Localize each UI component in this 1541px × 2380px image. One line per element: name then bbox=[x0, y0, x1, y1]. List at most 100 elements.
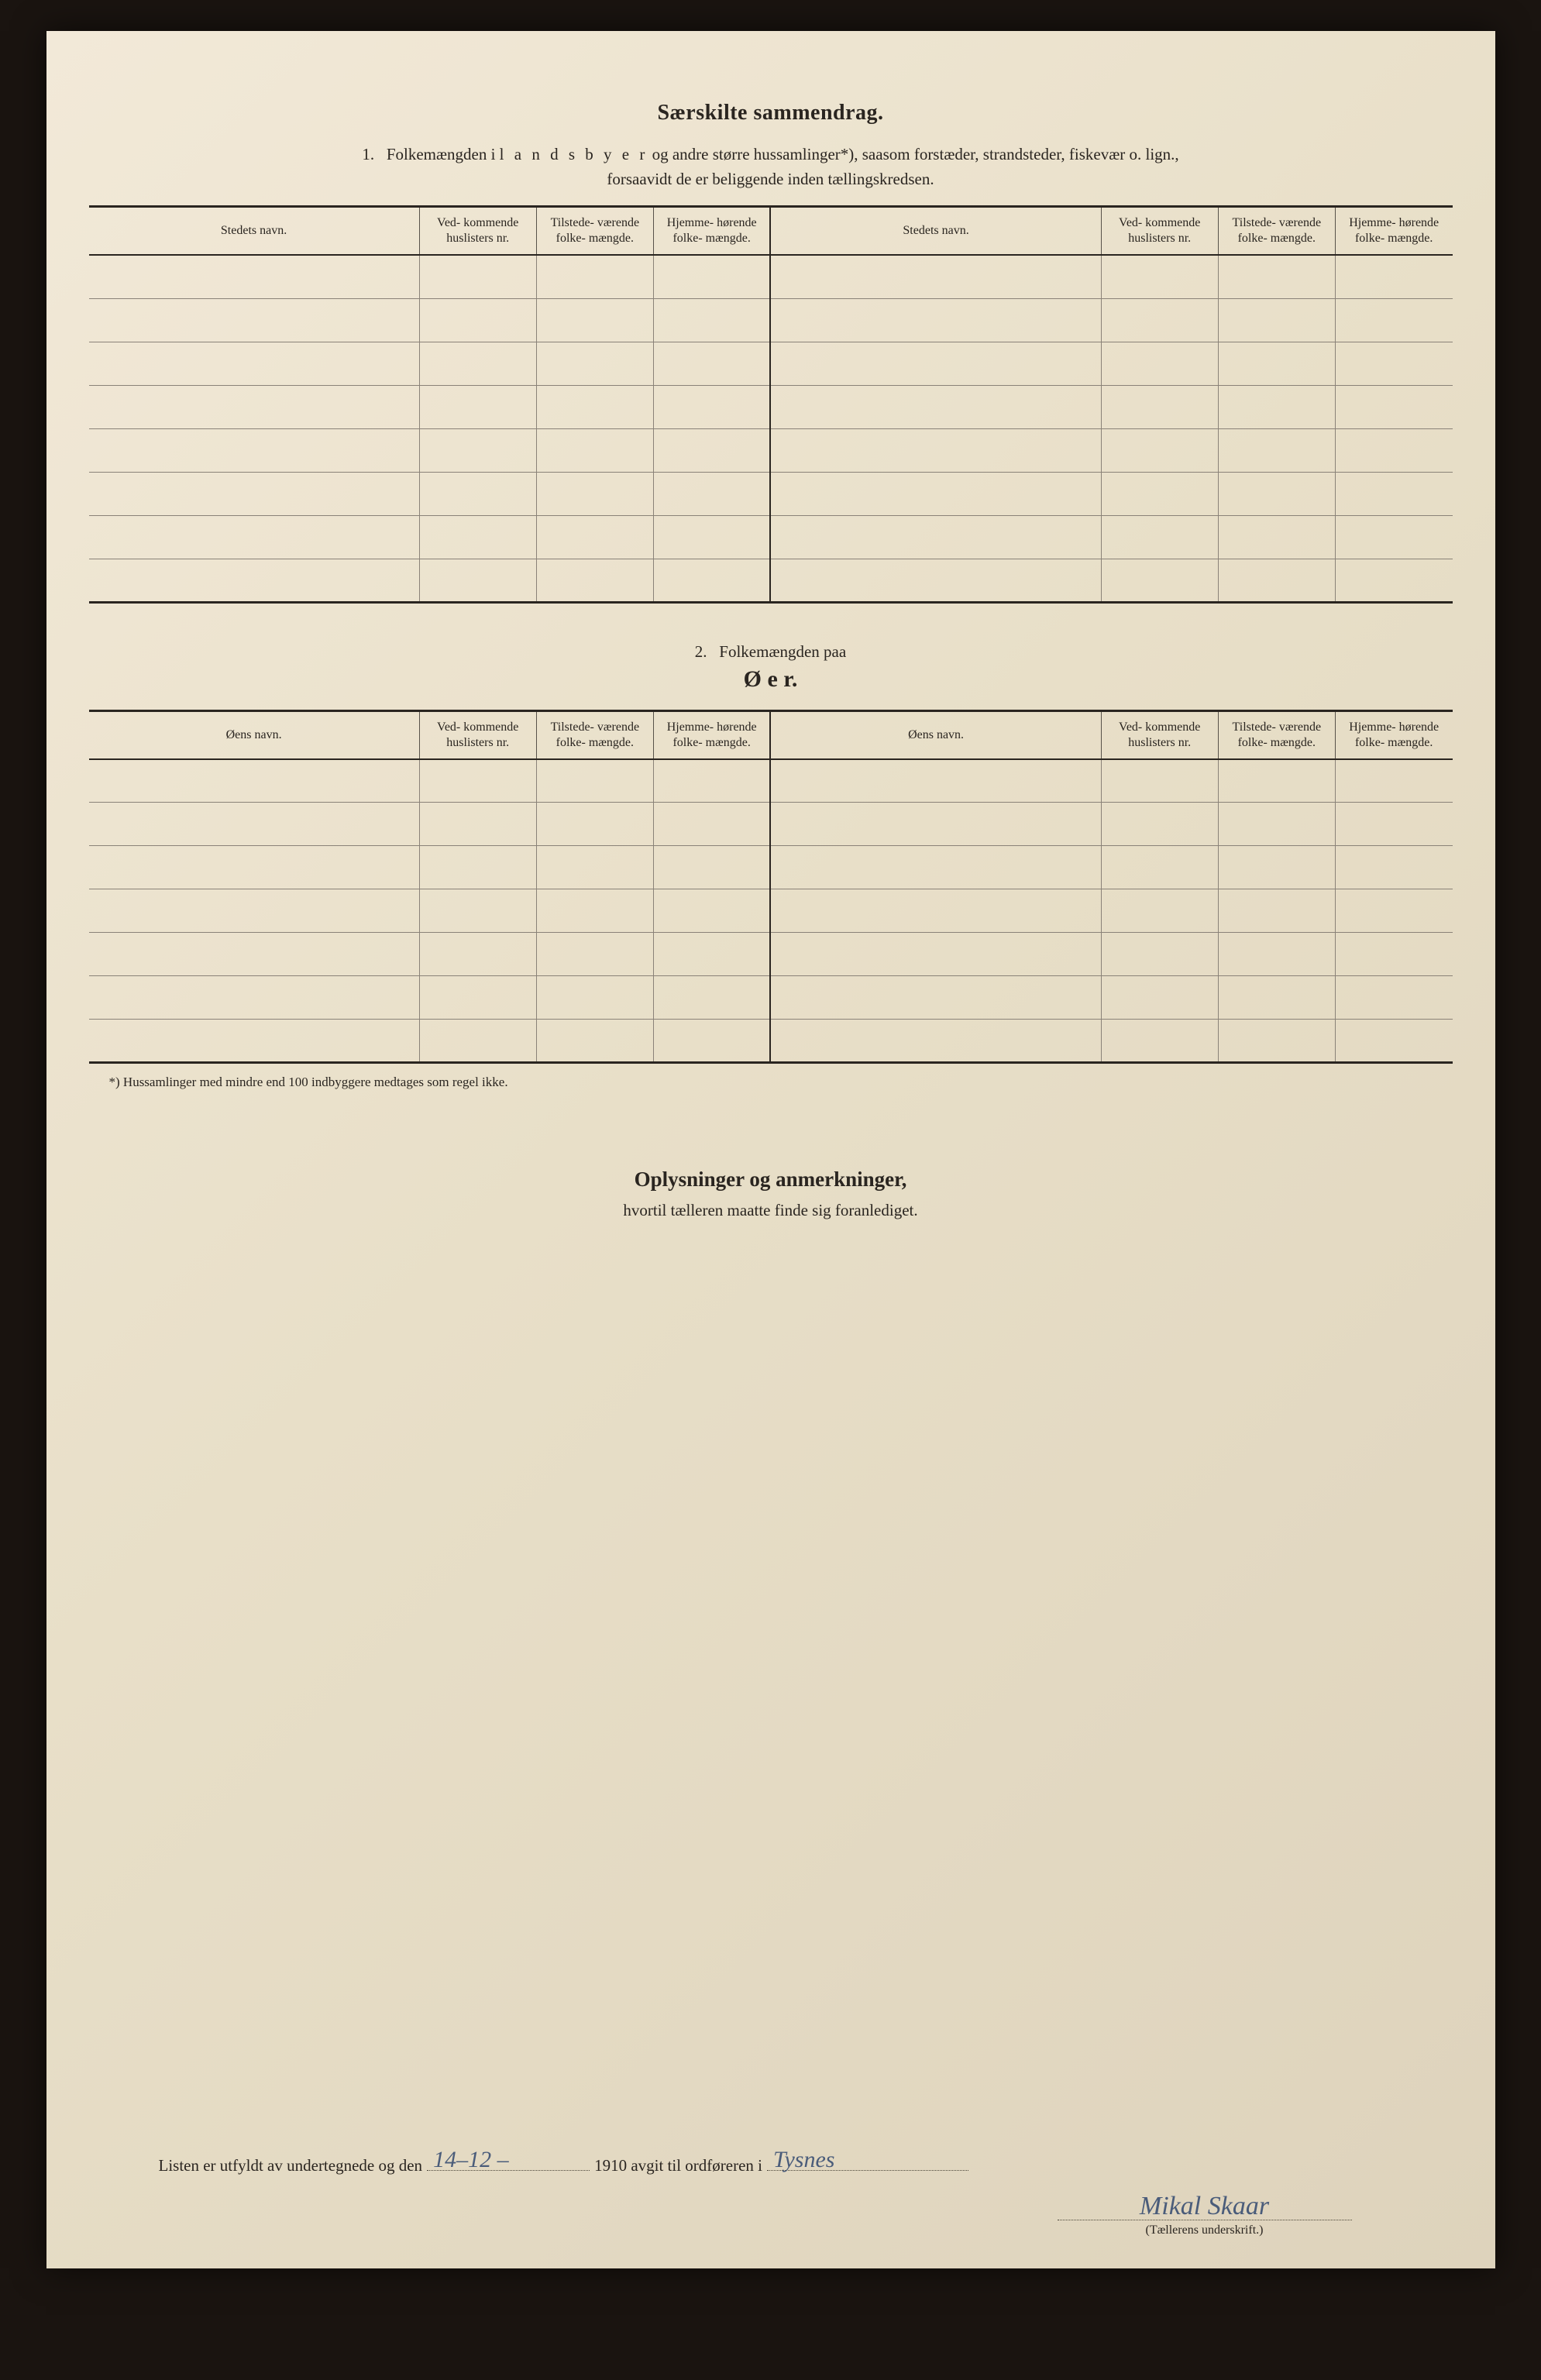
table-cell bbox=[653, 428, 770, 472]
table-cell bbox=[419, 298, 536, 342]
table-cell bbox=[536, 428, 653, 472]
table-cell bbox=[89, 976, 420, 1020]
table-cell bbox=[419, 933, 536, 976]
table-cell bbox=[653, 559, 770, 602]
table-cell bbox=[1101, 255, 1218, 298]
table-cell bbox=[536, 1020, 653, 1063]
col2-header-listnr-right: Ved- kommende huslisters nr. bbox=[1101, 710, 1218, 759]
table-cell bbox=[653, 1020, 770, 1063]
table-cell bbox=[653, 889, 770, 933]
col-header-resident-left: Hjemme- hørende folke- mængde. bbox=[653, 207, 770, 256]
col2-header-resident-right: Hjemme- hørende folke- mængde. bbox=[1335, 710, 1452, 759]
col2-header-listnr-left: Ved- kommende huslisters nr. bbox=[419, 710, 536, 759]
table-cell bbox=[89, 298, 420, 342]
table-cell bbox=[1218, 846, 1335, 889]
table-cell bbox=[1101, 515, 1218, 559]
col2-header-present-left: Tilstede- værende folke- mængde. bbox=[536, 710, 653, 759]
table-cell bbox=[770, 298, 1101, 342]
census-form-page: Særskilte sammendrag. 1. Folkemængden i … bbox=[46, 31, 1495, 2268]
table-cell bbox=[770, 803, 1101, 846]
table-cell bbox=[89, 559, 420, 602]
table-cell bbox=[1101, 846, 1218, 889]
table-cell bbox=[89, 472, 420, 515]
table-cell bbox=[1101, 889, 1218, 933]
table-cell bbox=[419, 515, 536, 559]
sig-place-field: Tysnes bbox=[767, 2153, 968, 2171]
section2-lead: 2. Folkemængden paa bbox=[89, 642, 1453, 662]
table-cell bbox=[770, 255, 1101, 298]
table-cell bbox=[1101, 559, 1218, 602]
section1-intro-spaced: l a n d s b y e r bbox=[500, 145, 648, 163]
table-cell bbox=[419, 385, 536, 428]
table-cell bbox=[419, 472, 536, 515]
table-cell bbox=[770, 428, 1101, 472]
table-cell bbox=[536, 255, 653, 298]
table-cell bbox=[1335, 1020, 1452, 1063]
table-cell bbox=[419, 846, 536, 889]
table-cell bbox=[653, 759, 770, 803]
sig-date-field: 14–12 – bbox=[427, 2153, 590, 2171]
table-cell bbox=[1335, 976, 1452, 1020]
table-cell bbox=[536, 472, 653, 515]
table-cell bbox=[770, 385, 1101, 428]
table-cell bbox=[1335, 759, 1452, 803]
section1-intro-post: og andre større hussamlinger*), saasom f… bbox=[648, 145, 1178, 163]
col-header-resident-right: Hjemme- hørende folke- mængde. bbox=[1335, 207, 1452, 256]
table-cell bbox=[1335, 428, 1452, 472]
table-cell bbox=[1101, 428, 1218, 472]
table-cell bbox=[1335, 255, 1452, 298]
col-header-name-left: Stedets navn. bbox=[89, 207, 420, 256]
table-cell bbox=[1101, 342, 1218, 385]
table-cell bbox=[770, 846, 1101, 889]
table-cell bbox=[89, 515, 420, 559]
table-cell bbox=[89, 255, 420, 298]
section2-lead-text: Folkemængden paa bbox=[719, 642, 846, 661]
section1-heading: Særskilte sammendrag. bbox=[89, 101, 1453, 126]
sig-prefix: Listen er utfyldt av undertegnede og den bbox=[159, 2156, 423, 2175]
section2-lead-number: 2. bbox=[695, 642, 707, 661]
table-cell bbox=[653, 515, 770, 559]
table-cell bbox=[653, 385, 770, 428]
table-cell bbox=[1101, 385, 1218, 428]
table-cell bbox=[89, 803, 420, 846]
sig-date-handwritten: 14–12 – bbox=[433, 2147, 509, 2173]
table-cell bbox=[89, 342, 420, 385]
table-cell bbox=[770, 976, 1101, 1020]
table-cell bbox=[1101, 933, 1218, 976]
table-cell bbox=[1335, 342, 1452, 385]
table-cell bbox=[653, 976, 770, 1020]
table-cell bbox=[653, 342, 770, 385]
table-cell bbox=[653, 803, 770, 846]
table-cell bbox=[653, 298, 770, 342]
section1-table: Stedets navn. Ved- kommende huslisters n… bbox=[89, 205, 1453, 604]
sig-name-handwritten: Mikal Skaar bbox=[1058, 2192, 1352, 2221]
section1-intro: 1. Folkemængden i l a n d s b y e r og a… bbox=[89, 143, 1453, 191]
table-cell bbox=[1335, 846, 1452, 889]
table-cell bbox=[1335, 559, 1452, 602]
table-cell bbox=[1335, 298, 1452, 342]
table-cell bbox=[536, 515, 653, 559]
table-cell bbox=[1218, 1020, 1335, 1063]
sig-mid: 1910 avgit til ordføreren i bbox=[594, 2156, 762, 2175]
table-cell bbox=[536, 298, 653, 342]
signature-block: Listen er utfyldt av undertegnede og den… bbox=[89, 2153, 1453, 2175]
table-cell bbox=[653, 846, 770, 889]
table-cell bbox=[419, 342, 536, 385]
table-cell bbox=[1218, 472, 1335, 515]
col2-header-present-right: Tilstede- værende folke- mængde. bbox=[1218, 710, 1335, 759]
section2-table: Øens navn. Ved- kommende huslisters nr. … bbox=[89, 710, 1453, 1064]
signature-name-block: Mikal Skaar (Tællerens underskrift.) bbox=[1058, 2192, 1352, 2237]
table-cell bbox=[653, 472, 770, 515]
table-cell bbox=[536, 759, 653, 803]
table-cell bbox=[770, 759, 1101, 803]
table-cell bbox=[536, 976, 653, 1020]
section1-intro-number: 1. bbox=[362, 145, 374, 163]
col-header-present-right: Tilstede- værende folke- mængde. bbox=[1218, 207, 1335, 256]
table-cell bbox=[770, 933, 1101, 976]
table-cell bbox=[1218, 559, 1335, 602]
table-cell bbox=[770, 515, 1101, 559]
table-cell bbox=[1335, 933, 1452, 976]
table-cell bbox=[1101, 803, 1218, 846]
col2-header-resident-left: Hjemme- hørende folke- mængde. bbox=[653, 710, 770, 759]
table-cell bbox=[1218, 428, 1335, 472]
